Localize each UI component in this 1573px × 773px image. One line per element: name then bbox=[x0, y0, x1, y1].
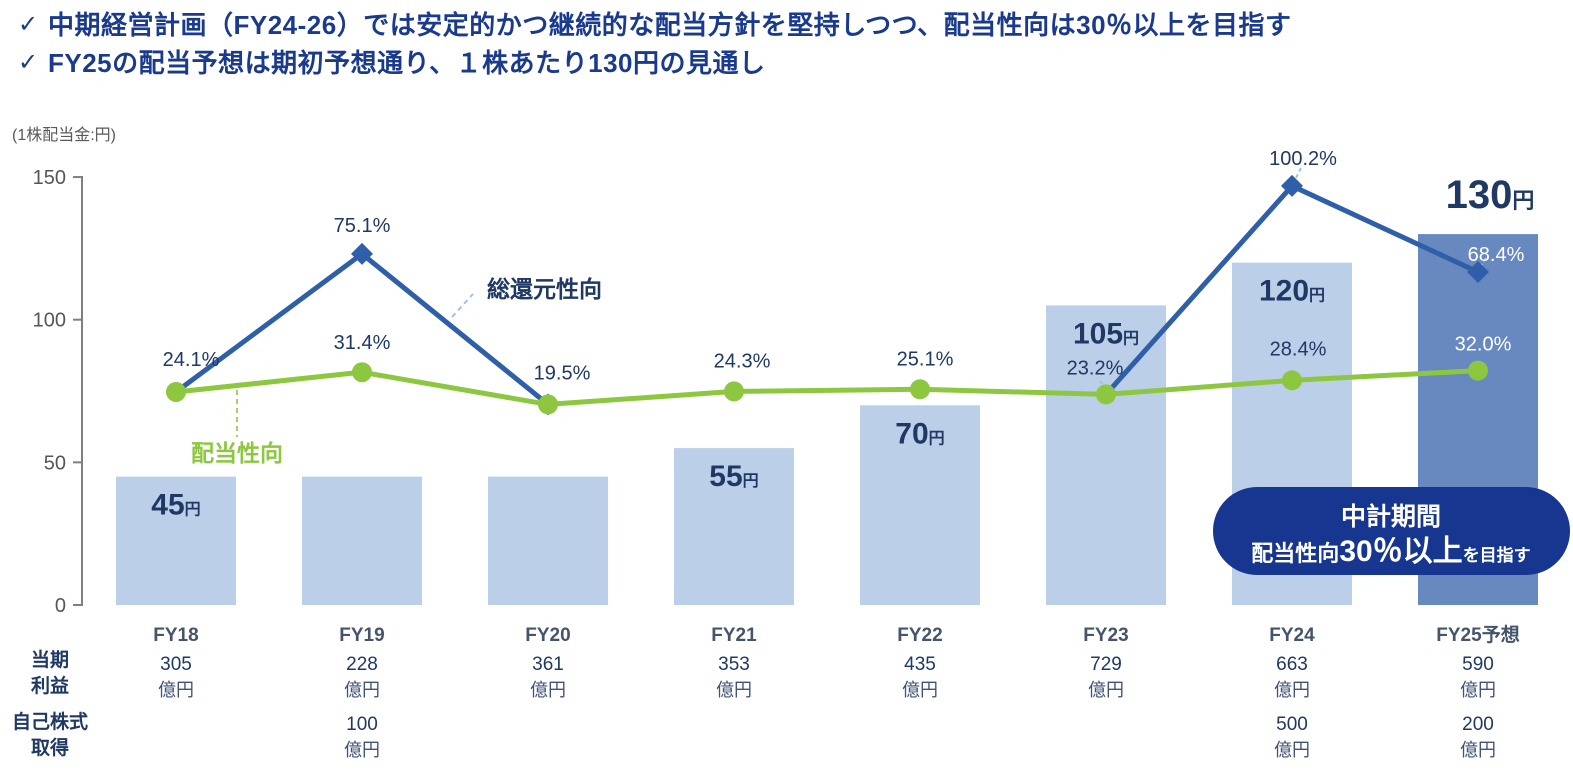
circle-marker-FY18 bbox=[166, 381, 186, 402]
circle-marker-FY19 bbox=[352, 362, 372, 383]
bar-label-FY21: 55円 bbox=[709, 460, 758, 493]
x-label-FY22: FY22 bbox=[897, 625, 942, 646]
bar-FY21 bbox=[674, 448, 794, 605]
x-label-FY23: FY23 bbox=[1083, 625, 1128, 646]
pct-label-FY24-payout: 28.4% bbox=[1270, 338, 1327, 360]
y-axis: 0 50 100 150 bbox=[33, 167, 83, 617]
table-value-FY25予想: 590 bbox=[1462, 654, 1494, 675]
y-axis-tick-label: 150 bbox=[33, 167, 66, 189]
payout-polyline bbox=[175, 368, 1479, 407]
pct-label-FY20-payout: 19.5% bbox=[534, 362, 591, 384]
diamond-marker-FY24 bbox=[1281, 174, 1303, 197]
bar-FY19 bbox=[302, 476, 422, 605]
bar-FY18 bbox=[116, 476, 236, 605]
bar-labels: 45円 55円 70円 105円 120円 130円 bbox=[151, 173, 1534, 522]
pct-label-FY19-payout: 31.4% bbox=[334, 332, 391, 354]
table-unit-FY19: 億円 bbox=[344, 740, 380, 760]
table-value-FY23: 729 bbox=[1090, 654, 1122, 675]
x-label-FY21: FY21 bbox=[711, 625, 757, 646]
pct-label-FY24-total: 100.2% bbox=[1269, 148, 1337, 170]
diamond-marker-FY19 bbox=[351, 242, 373, 265]
table-value-FY22: 435 bbox=[904, 654, 936, 675]
row-header-1: 取得 bbox=[31, 736, 69, 759]
header-bullet-1-text: 中期経営計画（FY24-26）では安定的かつ継続的な配当方針を堅持しつつ、配当性… bbox=[48, 10, 1292, 40]
checkmark-icon: ✓ bbox=[18, 49, 39, 76]
payout-line bbox=[166, 360, 1488, 415]
table-unit-FY22: 億円 bbox=[902, 680, 938, 700]
pct-label-FY25予想-payout: 32.0% bbox=[1455, 334, 1512, 356]
series-label-total-return: 総還元性向 bbox=[487, 276, 602, 302]
table-value-FY25予想: 200 bbox=[1462, 714, 1494, 735]
x-label-FY24: FY24 bbox=[1269, 625, 1315, 646]
x-label-FY20: FY20 bbox=[525, 625, 570, 646]
x-label-FY19: FY19 bbox=[339, 625, 384, 646]
table-unit-FY23: 億円 bbox=[1088, 680, 1124, 700]
table-value-FY19: 100 bbox=[346, 714, 378, 735]
blue-leader-line bbox=[451, 293, 474, 318]
table-value-FY24: 663 bbox=[1276, 654, 1308, 675]
pct-label-FY21-payout: 24.3% bbox=[714, 350, 771, 372]
header-bullet-2-text: FY25の配当予想は期初予想通り、１株あたり130円の見通し bbox=[48, 48, 766, 78]
bar-FY23 bbox=[1046, 305, 1166, 605]
badge-line1: 中計期間 bbox=[1341, 502, 1441, 531]
pct-label-FY19-total: 75.1% bbox=[334, 215, 391, 237]
percent-labels: 24.1% 75.1% 31.4% 19.5% 24.3% 25.1% 23.2% 100.2… bbox=[163, 148, 1525, 384]
diamond-marker-FY25予想 bbox=[1467, 261, 1489, 284]
circle-marker-FY24 bbox=[1282, 370, 1302, 391]
pct-label-FY25予想-total: 68.4% bbox=[1468, 244, 1525, 266]
bar-label-FY25予想: 130円 bbox=[1446, 173, 1535, 217]
table-unit-FY24: 億円 bbox=[1274, 740, 1310, 760]
pct-label-FY22-payout: 25.1% bbox=[897, 348, 954, 370]
bar-FY20 bbox=[488, 476, 608, 605]
bars-group bbox=[116, 234, 1538, 606]
series-label-payout: 配当性向 bbox=[191, 440, 283, 466]
circle-marker-FY20 bbox=[538, 394, 558, 415]
circle-marker-FY22 bbox=[910, 379, 930, 400]
x-label-FY25予想: FY25予想 bbox=[1436, 623, 1519, 646]
table-unit-FY25予想: 億円 bbox=[1460, 680, 1496, 700]
header-bullet-2: ✓ FY25の配当予想は期初予想通り、１株あたり130円の見通し bbox=[18, 44, 1292, 82]
table-unit-FY18: 億円 bbox=[158, 680, 194, 700]
pct-label-FY23-payout: 23.2% bbox=[1067, 357, 1124, 379]
x-label-FY18: FY18 bbox=[153, 625, 198, 646]
target-badge-bg bbox=[1213, 487, 1570, 575]
circle-marker-FY21 bbox=[724, 381, 744, 402]
table-unit-FY24: 億円 bbox=[1274, 680, 1310, 700]
y-axis-unit-label: (1株配当金:円) bbox=[12, 126, 116, 144]
circle-marker-FY23 bbox=[1096, 384, 1116, 405]
y-axis-tick-label: 0 bbox=[55, 595, 66, 617]
table-value-FY19: 228 bbox=[346, 654, 378, 675]
circle-marker-FY25予想 bbox=[1468, 360, 1488, 381]
row-header-0: 利益 bbox=[31, 674, 69, 697]
y-axis-tick-label: 50 bbox=[44, 452, 66, 474]
bar-label-FY23: 105円 bbox=[1073, 317, 1139, 350]
bar-FY22 bbox=[860, 405, 980, 605]
bar-label-FY22: 70円 bbox=[895, 417, 944, 450]
bar-label-FY18: 45円 bbox=[151, 489, 200, 522]
row-header-1: 自己株式 bbox=[12, 710, 88, 733]
header-bullet-1: ✓ 中期経営計画（FY24-26）では安定的かつ継続的な配当方針を堅持しつつ、配… bbox=[18, 6, 1292, 44]
badge-line2: 配当性向30％以上を目指す bbox=[1251, 535, 1530, 568]
header-bullets: ✓ 中期経営計画（FY24-26）では安定的かつ継続的な配当方針を堅持しつつ、配… bbox=[18, 6, 1292, 82]
y-axis-tick-label: 100 bbox=[33, 310, 66, 332]
table-value-FY20: 361 bbox=[532, 654, 564, 675]
checkmark-icon: ✓ bbox=[18, 11, 39, 38]
table-value-FY21: 353 bbox=[718, 654, 750, 675]
pct-label-FY18-payout: 24.1% bbox=[163, 349, 220, 371]
row-header-0: 当期 bbox=[31, 648, 69, 671]
table-unit-FY21: 億円 bbox=[716, 680, 752, 700]
table-unit-FY19: 億円 bbox=[344, 680, 380, 700]
table-unit-FY20: 億円 bbox=[530, 680, 566, 700]
table-value-FY24: 500 bbox=[1276, 714, 1308, 735]
bar-label-FY24: 120円 bbox=[1259, 275, 1325, 308]
table-unit-FY25予想: 億円 bbox=[1460, 740, 1496, 760]
table-value-FY18: 305 bbox=[160, 654, 192, 675]
